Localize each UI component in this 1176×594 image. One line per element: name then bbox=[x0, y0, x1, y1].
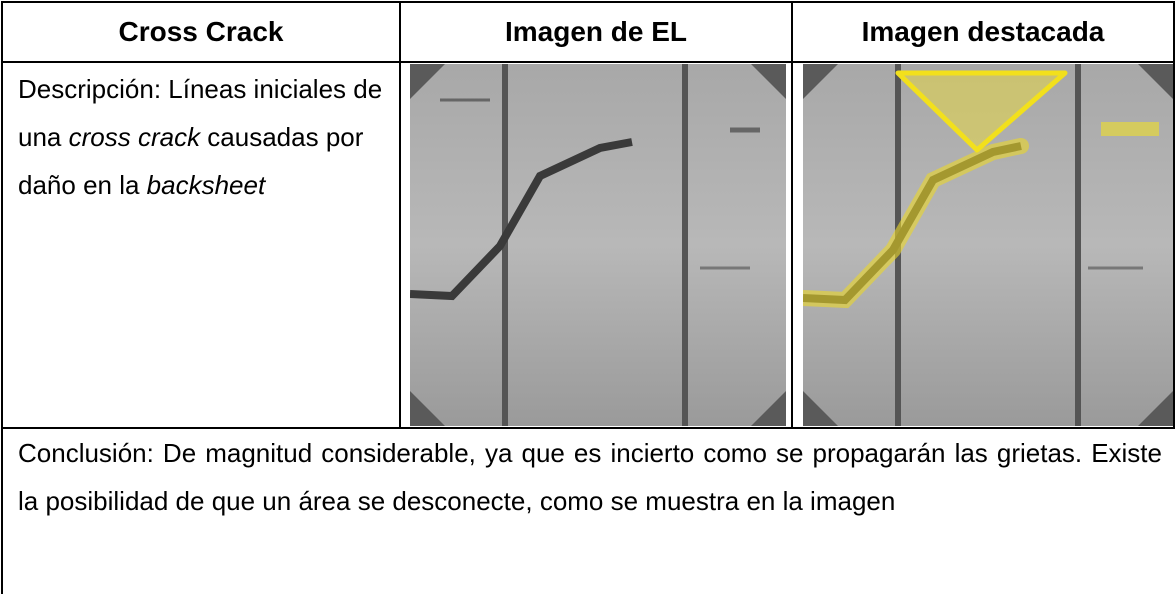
description-text: backsheet bbox=[146, 170, 266, 200]
description-text: Descripción: Líneas iniciales de una bbox=[18, 74, 383, 152]
border bbox=[1, 1, 1175, 3]
description: Descripción: Líneas iniciales de una cro… bbox=[18, 65, 390, 209]
description-text: causadas por daño en la bbox=[18, 122, 364, 200]
header-cell: Imagen de EL bbox=[504, 16, 688, 47]
border bbox=[791, 1, 793, 429]
el-image bbox=[410, 64, 786, 426]
conclusion: Conclusión: De magnitud considerable, ya… bbox=[18, 438, 1162, 516]
highlighted-image bbox=[803, 64, 1173, 426]
border bbox=[1, 427, 1175, 429]
header-cell: Imagen destacada bbox=[861, 16, 1105, 47]
description-text: cross crack bbox=[68, 122, 201, 152]
border bbox=[1, 61, 1175, 63]
border bbox=[1173, 1, 1175, 429]
header-cell: Cross Crack bbox=[118, 16, 284, 47]
border bbox=[399, 1, 401, 429]
border bbox=[1, 1, 3, 594]
